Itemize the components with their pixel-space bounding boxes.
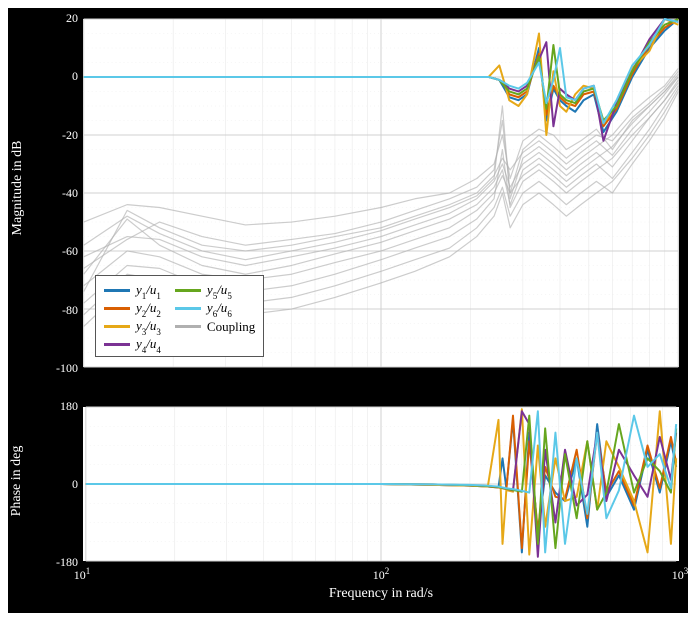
legend-label: y2/u2	[136, 300, 161, 318]
mag-ytick: -100	[24, 361, 78, 376]
legend-item: y3/u3	[104, 318, 161, 335]
xlabel: Frequency in rad/s	[82, 586, 680, 602]
mag-ytick: -60	[24, 244, 78, 259]
legend-swatch	[104, 307, 130, 310]
bode-figure: Magnitude in dB Phase in deg Frequency i…	[8, 8, 688, 613]
legend-label: y1/u1	[136, 282, 161, 300]
legend-columns: y1/u1y2/u2y3/u3y4/u4 y5/u5y6/u6Coupling	[104, 282, 255, 354]
legend-item: y5/u5	[175, 282, 255, 299]
legend-swatch	[104, 343, 130, 346]
xtick: 101	[62, 566, 102, 583]
legend-swatch	[104, 325, 130, 328]
legend-label: y4/u4	[136, 336, 161, 354]
legend-item: Coupling	[175, 318, 255, 335]
phase-plot	[82, 406, 680, 562]
mag-ytick: -40	[24, 186, 78, 201]
phase-ylabel: Phase in deg	[9, 416, 25, 546]
mag-ytick: 20	[24, 11, 78, 26]
mag-ytick: -80	[24, 303, 78, 318]
xtick: 103	[660, 566, 696, 583]
legend-item: y1/u1	[104, 282, 161, 299]
magnitude-plot: y1/u1y2/u2y3/u3y4/u4 y5/u5y6/u6Coupling	[82, 18, 680, 368]
legend-swatch	[175, 307, 201, 310]
legend-box: y1/u1y2/u2y3/u3y4/u4 y5/u5y6/u6Coupling	[95, 275, 264, 357]
legend-col-1: y1/u1y2/u2y3/u3y4/u4	[104, 282, 161, 354]
phase-ytick: 180	[24, 399, 78, 414]
legend-label: Coupling	[207, 319, 255, 335]
phase-ytick: 0	[24, 477, 78, 492]
phase-svg	[83, 407, 679, 561]
legend-item: y6/u6	[175, 300, 255, 317]
legend-item: y2/u2	[104, 300, 161, 317]
legend-item: y4/u4	[104, 336, 161, 353]
legend-col-2: y5/u5y6/u6Coupling	[175, 282, 255, 354]
mag-ytick: 0	[24, 69, 78, 84]
legend-swatch	[175, 289, 201, 292]
legend-label: y3/u3	[136, 318, 161, 336]
mag-ytick: -20	[24, 128, 78, 143]
legend-label: y5/u5	[207, 282, 232, 300]
legend-label: y6/u6	[207, 300, 232, 318]
legend-swatch	[104, 289, 130, 292]
xtick: 102	[361, 566, 401, 583]
legend-swatch	[175, 325, 201, 328]
